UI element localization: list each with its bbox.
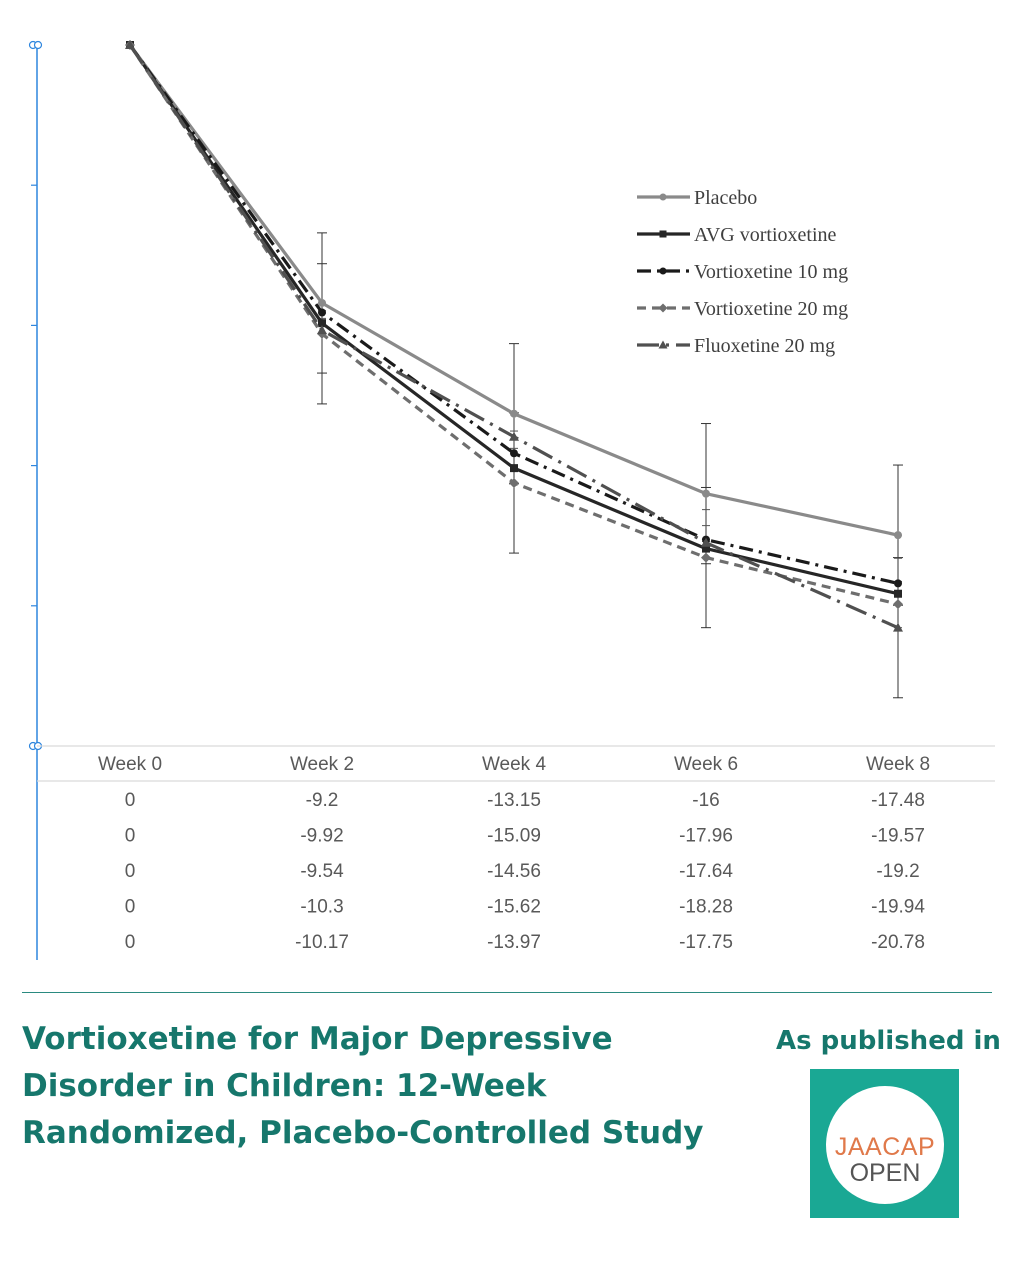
- table-cell: -9.54: [300, 861, 344, 882]
- series-marker: [893, 622, 903, 632]
- table-cell: 0: [125, 790, 136, 811]
- table-cell: -19.2: [876, 861, 919, 882]
- series-marker: [125, 40, 135, 49]
- series-marker: [659, 230, 667, 238]
- series-marker: [510, 464, 518, 473]
- series-line-2: [128, 44, 899, 585]
- axis-handle: [33, 40, 43, 50]
- legend-entry: Vortioxetine 20 mg: [694, 298, 848, 320]
- legend-entry: Vortioxetine 10 mg: [694, 261, 848, 283]
- series-marker: [658, 340, 668, 349]
- table-cell: 0: [125, 826, 136, 847]
- series-marker: [702, 544, 710, 553]
- table-cell: -9.92: [300, 826, 343, 847]
- published-label: As published in: [776, 1026, 1001, 1056]
- series-marker: [509, 477, 519, 488]
- series-marker: [702, 489, 710, 498]
- table-cell: -13.97: [487, 932, 541, 953]
- x-tick-label: Week 2: [290, 754, 354, 775]
- series-marker: [894, 531, 902, 540]
- x-tick-label: Week 6: [674, 754, 738, 775]
- table-cell: -17.64: [679, 861, 733, 882]
- series-marker: [701, 552, 711, 563]
- series-marker: [894, 579, 902, 588]
- x-tick-label: Week 8: [866, 754, 930, 775]
- legend-entry: Placebo: [694, 187, 757, 209]
- divider: [22, 992, 992, 993]
- table-cell: 0: [125, 897, 136, 918]
- table-cell: -16: [692, 790, 719, 811]
- table-cell: -17.75: [679, 932, 733, 953]
- legend-entry: AVG vortioxetine: [694, 224, 837, 246]
- series-marker: [659, 193, 667, 201]
- table-cell: -19.94: [871, 897, 925, 918]
- legend-entry: Fluoxetine 20 mg: [694, 335, 835, 357]
- logo-text-jaacap: JAACAP: [834, 1133, 936, 1161]
- table-cell: -9.2: [306, 790, 339, 811]
- series-marker: [318, 319, 326, 328]
- logo-circle: JAACAP OPEN: [826, 1086, 944, 1204]
- table-cell: -20.78: [871, 932, 925, 953]
- series-marker: [317, 325, 327, 335]
- series-marker: [658, 303, 668, 313]
- table-cell: -18.28: [679, 897, 733, 918]
- chart: Placebo AVG vortioxetine Vortioxetine 10 m…: [28, 40, 995, 960]
- plot-area: [28, 40, 995, 960]
- series-marker: [659, 267, 667, 275]
- series-marker: [894, 589, 902, 598]
- series-marker: [318, 298, 326, 307]
- logo-text-open: OPEN: [849, 1159, 921, 1187]
- table-cell: -14.56: [487, 861, 541, 882]
- table-cell: -13.15: [487, 790, 541, 811]
- series-marker: [509, 431, 519, 441]
- series-marker: [701, 537, 711, 547]
- x-tick-label: Week 4: [482, 754, 547, 775]
- series-marker: [510, 449, 518, 458]
- table-cell: -15.62: [487, 897, 541, 918]
- table-cell: -15.09: [487, 826, 541, 847]
- legend: Placebo AVG vortioxetine Vortioxetine 10 m…: [637, 187, 848, 357]
- table-cell: 0: [125, 932, 136, 953]
- table-cell: -10.17: [295, 932, 349, 953]
- table-cell: 0: [125, 861, 136, 882]
- journal-logo: JAACAP OPEN: [810, 1069, 959, 1218]
- data-table: Week 0 Week 2 Week 4 Week 6 Week 8 0 -9.2 -13.1…: [98, 754, 930, 953]
- series-marker: [893, 599, 903, 610]
- table-cell: -10.3: [300, 897, 343, 918]
- table-cell: -17.96: [679, 826, 733, 847]
- table-cell: -19.57: [871, 826, 925, 847]
- table-cell: -17.48: [871, 790, 925, 811]
- x-tick-label: Week 0: [98, 754, 162, 775]
- series-marker: [318, 308, 326, 317]
- article-title: Vortioxetine for Major Depressive Disord…: [22, 1021, 704, 1151]
- series-marker: [510, 409, 518, 418]
